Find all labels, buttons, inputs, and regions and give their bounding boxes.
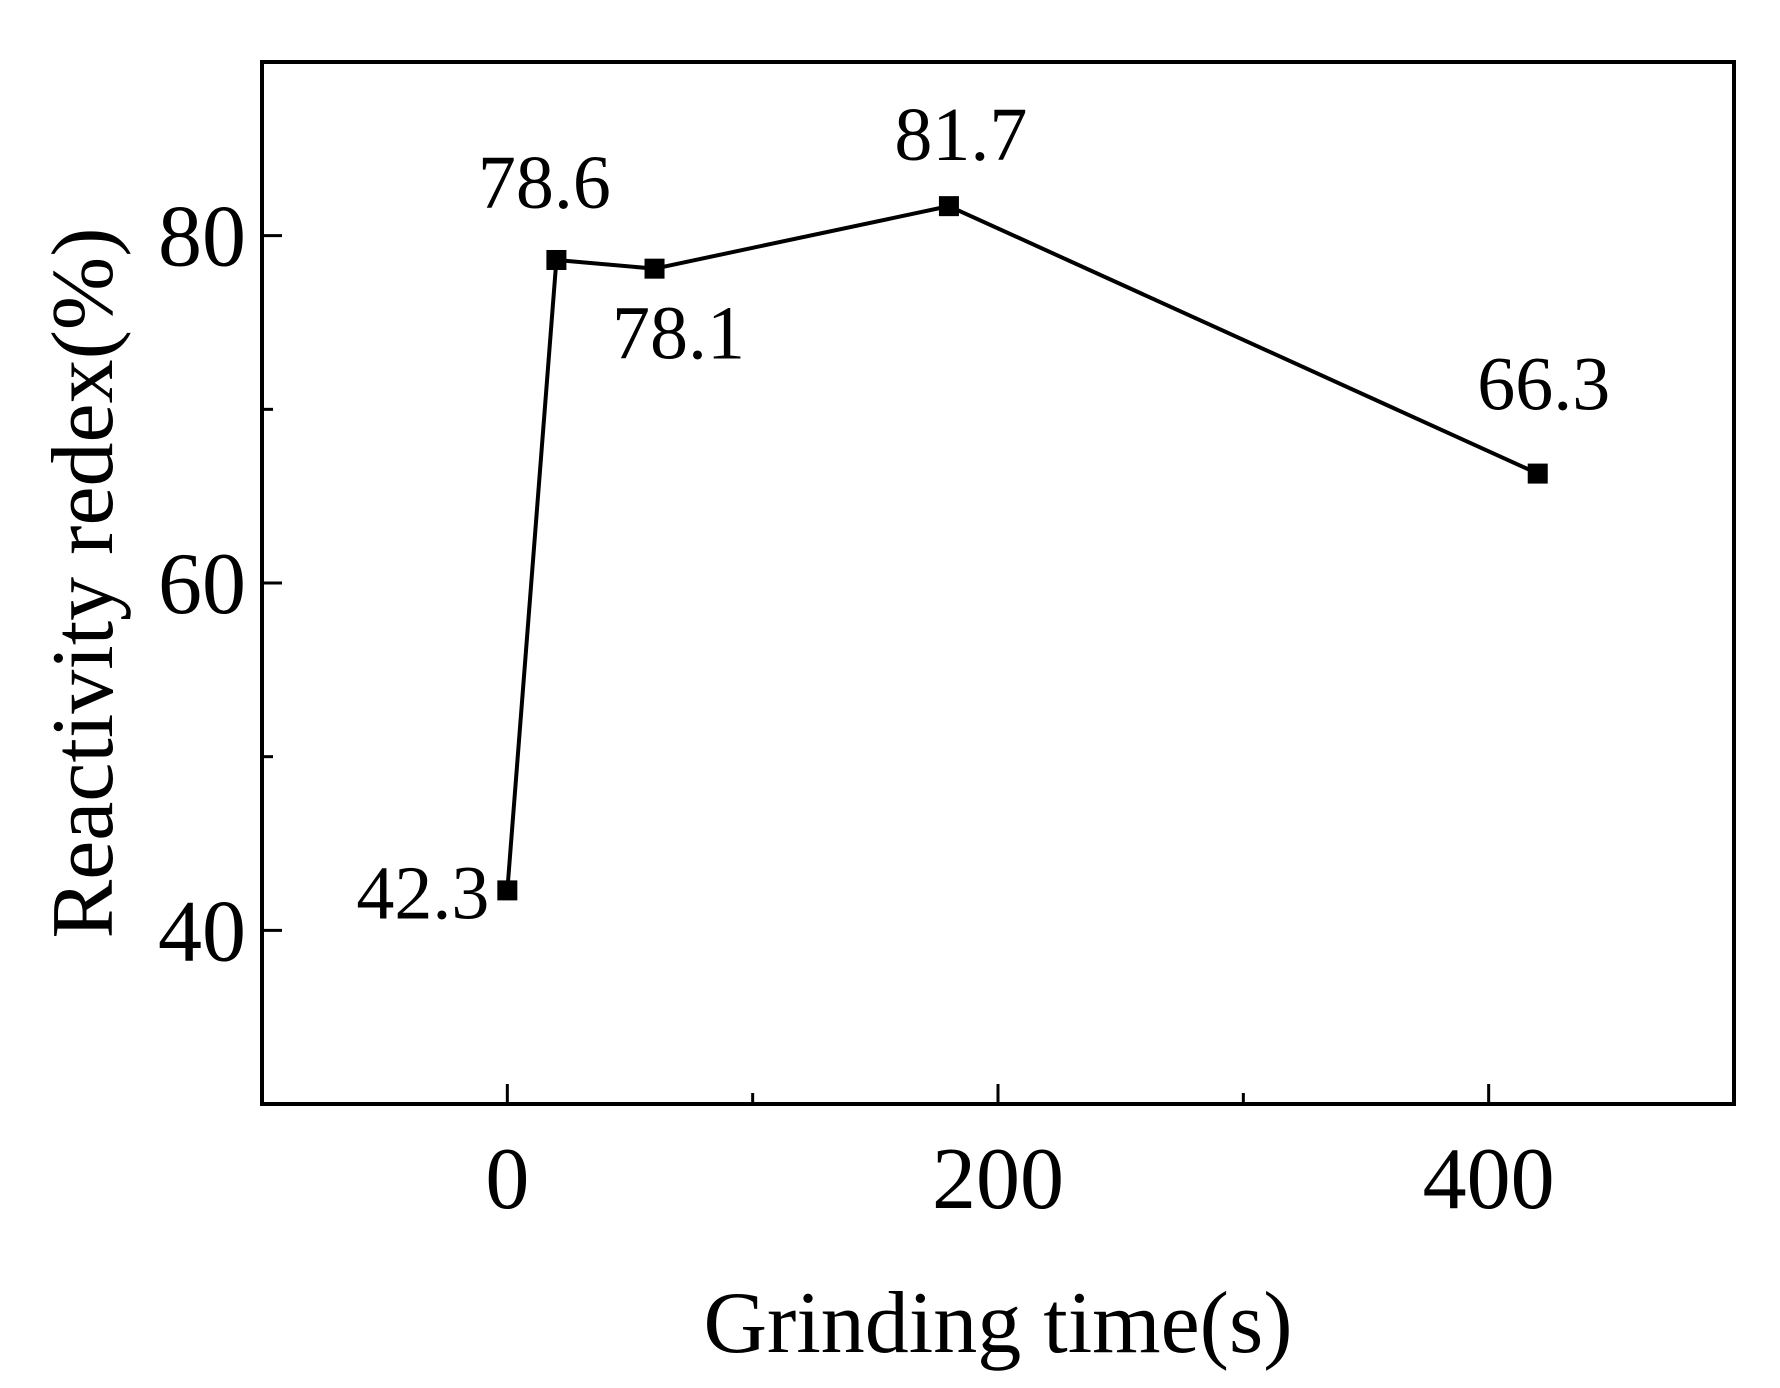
y-tick-label: 80 — [158, 189, 246, 286]
x-tick-label: 400 — [1423, 1131, 1555, 1228]
data-point-marker — [497, 880, 518, 901]
data-point-marker — [1527, 463, 1548, 484]
y-tick-label: 40 — [158, 883, 246, 980]
data-point-marker — [938, 196, 959, 217]
x-tick-label: 0 — [485, 1131, 529, 1228]
data-point-marker — [546, 249, 567, 270]
data-label: 78.6 — [478, 141, 611, 225]
data-label: 66.3 — [1477, 343, 1610, 427]
point-labels: 42.3 78.678.1 81.7 66.3 — [356, 93, 1610, 935]
data-label: 78.1 — [612, 292, 745, 376]
axis-ticks — [262, 234, 1491, 1104]
series-layer — [497, 196, 1548, 901]
y-axis-label: Reactivity redex(%) — [35, 227, 132, 938]
data-label: 81.7 — [894, 93, 1027, 177]
data-label: 42.3 — [356, 851, 489, 935]
axis-tick-labels: 0 200 400 40 60 80 — [158, 189, 1555, 1228]
y-tick-label: 60 — [158, 536, 246, 633]
x-tick-label: 200 — [932, 1131, 1064, 1228]
data-point-marker — [644, 258, 665, 279]
x-axis-label: Grinding time(s) — [703, 1275, 1292, 1372]
